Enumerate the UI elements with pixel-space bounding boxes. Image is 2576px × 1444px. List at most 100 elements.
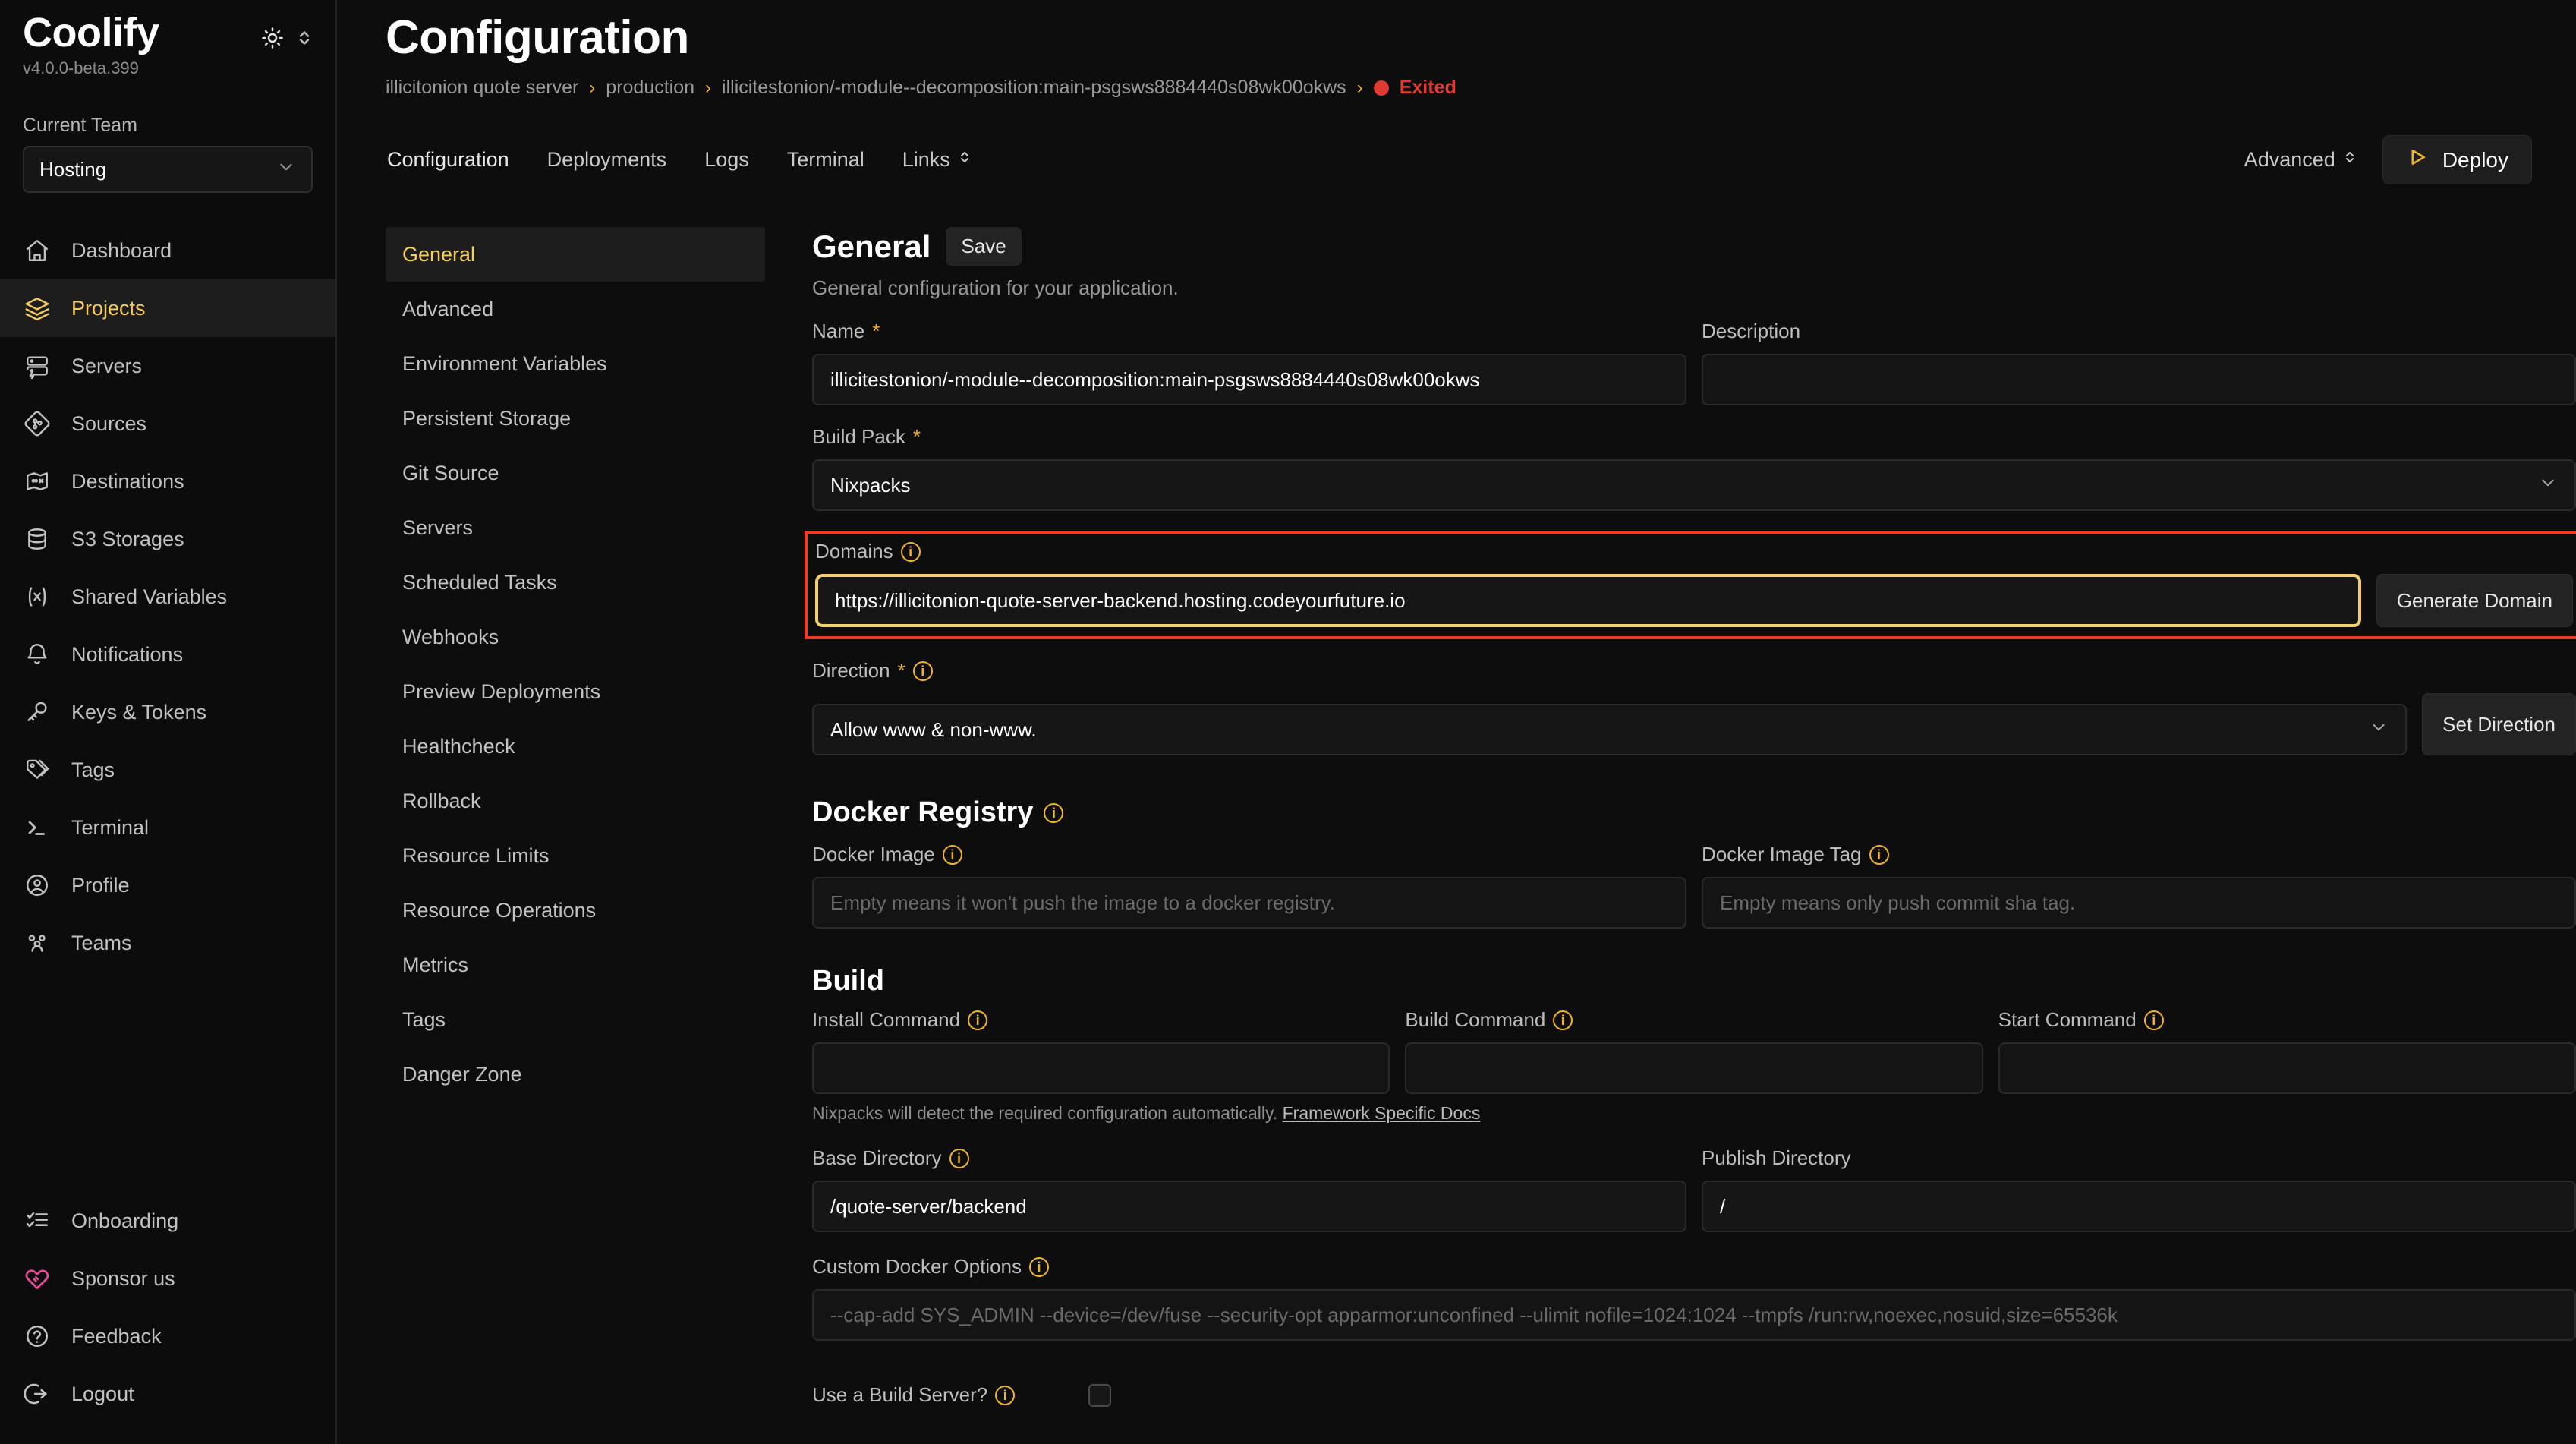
required-asterisk: * (872, 320, 880, 342)
cfg-item-servers[interactable]: Servers (402, 515, 474, 539)
required-asterisk: * (912, 425, 921, 448)
deploy-button[interactable]: Deploy (2382, 135, 2532, 184)
install-command-field-group: Install Command i (812, 1008, 1390, 1094)
build-section-title-wrap: Build (812, 965, 2576, 998)
custom-docker-options-label-wrap: Custom Docker Options i (812, 1255, 2576, 1278)
direction-select[interactable]: Allow www & non-www. (812, 704, 2408, 755)
info-icon[interactable]: i (1044, 802, 1064, 823)
cfg-item-git-source[interactable]: Git Source (402, 461, 499, 484)
chevron-down-icon (2538, 473, 2558, 498)
docker-image-tag-label: Docker Image Tag (1702, 843, 1862, 865)
info-icon[interactable]: i (2143, 1010, 2164, 1030)
info-icon[interactable]: i (968, 1010, 988, 1030)
sidebar-item-dashboard[interactable]: Dashboard (0, 222, 335, 279)
info-icon[interactable]: i (912, 661, 933, 681)
tab-deployments[interactable]: Deployments (546, 148, 667, 171)
sidebar-item-terminal[interactable]: Terminal (0, 799, 335, 856)
chevron-up-down-icon (2343, 148, 2357, 172)
cfg-item-healthcheck[interactable]: Healthcheck (402, 734, 515, 758)
cfg-item-preview-deployments[interactable]: Preview Deployments (402, 679, 601, 703)
sidebar-item-logout[interactable]: Logout (0, 1365, 335, 1423)
sidebar-item-sponsor-us[interactable]: Sponsor us (0, 1250, 335, 1307)
name-input[interactable] (812, 354, 1686, 405)
cfg-item-scheduled-tasks[interactable]: Scheduled Tasks (402, 570, 557, 594)
sidebar-item-projects[interactable]: Projects (0, 279, 335, 338)
team-selector[interactable]: Hosting (23, 146, 313, 194)
cfg-item-tags[interactable]: Tags (402, 1007, 446, 1031)
directories-row: Base Directory i Publish Directory (812, 1146, 2576, 1232)
info-icon[interactable]: i (949, 1148, 969, 1168)
info-icon[interactable]: i (1028, 1256, 1049, 1277)
sidebar-nav: Dashboard Projects Servers Sources Desti… (0, 222, 335, 972)
direction-label-wrap: Direction * i (812, 659, 2576, 683)
sidebar-item-keys-and-tokens[interactable]: Keys & Tokens (0, 683, 335, 741)
build-server-checkbox[interactable] (1088, 1383, 1111, 1407)
sun-icon[interactable] (261, 27, 284, 49)
framework-specific-docs-link[interactable]: Framework Specific Docs (1282, 1103, 1481, 1123)
save-button[interactable]: Save (946, 227, 1022, 266)
sidebar-item-label: Projects (71, 296, 146, 320)
cfg-item-persistent-storage[interactable]: Persistent Storage (402, 406, 572, 430)
sidebar-item-notifications[interactable]: Notifications (0, 626, 335, 683)
tab-terminal[interactable]: Terminal (786, 148, 864, 171)
breadcrumb-environment[interactable]: production (606, 77, 695, 98)
buildpack-select[interactable]: Nixpacks (812, 459, 2576, 511)
generate-domain-button[interactable]: Generate Domain (2376, 574, 2573, 627)
breadcrumb: illicitonion quote server › production ›… (386, 77, 2576, 99)
direction-label: Direction (812, 659, 890, 682)
custom-docker-options-input[interactable] (812, 1289, 2576, 1341)
server-icon (23, 352, 52, 380)
docker-image-tag-input[interactable] (1702, 877, 2576, 929)
name-field-group: Name * (812, 320, 1686, 405)
tabbar-actions: Advanced Deploy (2244, 135, 2532, 184)
sidebar-item-feedback[interactable]: Feedback (0, 1307, 335, 1365)
breadcrumb-project[interactable]: illicitonion quote server (386, 77, 579, 98)
cfg-item-danger-zone[interactable]: Danger Zone (402, 1062, 522, 1086)
info-icon[interactable]: i (995, 1385, 1016, 1405)
sidebar-item-shared-variables[interactable]: Shared Variables (0, 568, 335, 626)
chevron-up-down-icon[interactable] (296, 27, 313, 49)
sidebar-item-onboarding[interactable]: Onboarding (0, 1192, 335, 1250)
sidebar-item-servers[interactable]: Servers (0, 337, 335, 395)
tab-configuration[interactable]: Configuration (387, 148, 509, 171)
cfg-item-webhooks[interactable]: Webhooks (402, 625, 499, 648)
tag-icon (23, 755, 52, 784)
current-team-label: Current Team (23, 115, 137, 137)
build-command-input[interactable] (1405, 1042, 1983, 1094)
cfg-item-advanced[interactable]: Advanced (402, 297, 494, 320)
cfg-item-resource-operations[interactable]: Resource Operations (402, 898, 597, 922)
info-icon[interactable]: i (1553, 1010, 1573, 1030)
cfg-item-environment-variables[interactable]: Environment Variables (402, 352, 607, 375)
tab-logs[interactable]: Logs (704, 148, 749, 171)
breadcrumb-resource[interactable]: illicitestonion/-module--decomposition:m… (722, 77, 1346, 98)
sidebar-item-profile[interactable]: Profile (0, 856, 335, 914)
sidebar-item-destinations[interactable]: Destinations (0, 452, 335, 510)
start-command-input[interactable] (1998, 1042, 2576, 1094)
cfg-item-metrics[interactable]: Metrics (402, 953, 468, 976)
docker-image-input[interactable] (812, 877, 1686, 929)
sidebar-item-teams[interactable]: Teams (0, 914, 335, 972)
cfg-item-resource-limits[interactable]: Resource Limits (402, 843, 550, 867)
sidebar-item-sources[interactable]: Sources (0, 395, 335, 452)
docker-registry-title: Docker Registry (812, 796, 1034, 828)
info-icon[interactable]: i (900, 541, 921, 562)
cfg-item-general[interactable]: General (386, 227, 765, 282)
sidebar-item-tags[interactable]: Tags (0, 741, 335, 799)
publish-directory-input[interactable] (1702, 1181, 2576, 1232)
question-circle-icon (23, 1322, 52, 1351)
general-panel-header: General Save (812, 227, 2576, 266)
base-directory-input[interactable] (812, 1181, 1686, 1232)
install-command-input[interactable] (812, 1042, 1390, 1094)
cfg-item-rollback[interactable]: Rollback (402, 789, 481, 812)
info-icon[interactable]: i (942, 844, 962, 865)
sidebar-item-s3-storages[interactable]: S3 Storages (0, 510, 335, 568)
build-title: Build (812, 965, 884, 997)
set-direction-button[interactable]: Set Direction (2422, 693, 2576, 755)
build-server-row: Use a Build Server? i (812, 1383, 2576, 1407)
domains-input[interactable] (818, 577, 2358, 624)
advanced-dropdown[interactable]: Advanced (2244, 148, 2357, 172)
sidebar-item-label: Keys & Tokens (71, 700, 207, 724)
info-icon[interactable]: i (1869, 844, 1889, 865)
description-input[interactable] (1702, 354, 2576, 405)
tab-links[interactable]: Links (901, 142, 973, 178)
